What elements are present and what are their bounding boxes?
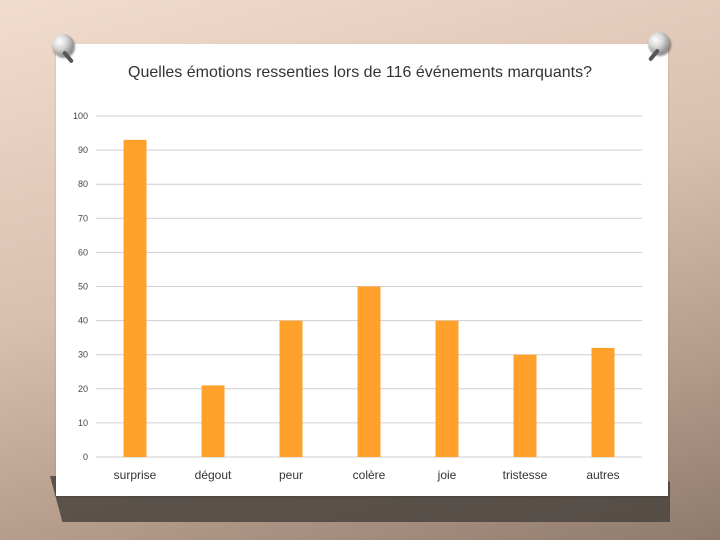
y-tick-label: 100 <box>73 111 88 121</box>
x-category-label: dégout <box>195 468 232 482</box>
y-tick-label: 0 <box>83 452 88 462</box>
x-axis-categories: surprise dégout peur colère joie tristesse aut… <box>114 468 620 482</box>
chart-title: Quelles émotions ressenties lors de 116 … <box>128 64 592 81</box>
bar-4 <box>435 320 459 457</box>
y-tick-label: 80 <box>78 179 88 189</box>
x-category-label: surprise <box>114 468 157 482</box>
bar-3 <box>357 286 381 457</box>
x-category-label: autres <box>586 468 619 482</box>
bar-5 <box>513 354 537 457</box>
bar-6 <box>591 347 615 457</box>
y-tick-label: 40 <box>78 316 88 326</box>
y-axis-ticks: 0 10 20 30 40 50 60 70 80 90 100 <box>73 111 88 462</box>
x-category-label: joie <box>437 468 457 482</box>
x-category-label: peur <box>279 468 303 482</box>
pushpin-left-icon <box>52 34 74 56</box>
y-tick-label: 30 <box>78 350 88 360</box>
bars <box>123 139 615 457</box>
bar-2 <box>279 320 303 457</box>
y-tick-label: 90 <box>78 145 88 155</box>
bar-1 <box>201 385 225 457</box>
x-category-label: colère <box>353 468 386 482</box>
y-tick-label: 10 <box>78 418 88 428</box>
bar-0 <box>123 139 147 457</box>
x-category-label: tristesse <box>503 468 548 482</box>
y-tick-label: 50 <box>78 282 88 292</box>
y-tick-label: 70 <box>78 213 88 223</box>
pushpin-right-icon <box>648 32 670 54</box>
y-tick-label: 20 <box>78 384 88 394</box>
y-tick-label: 60 <box>78 247 88 257</box>
